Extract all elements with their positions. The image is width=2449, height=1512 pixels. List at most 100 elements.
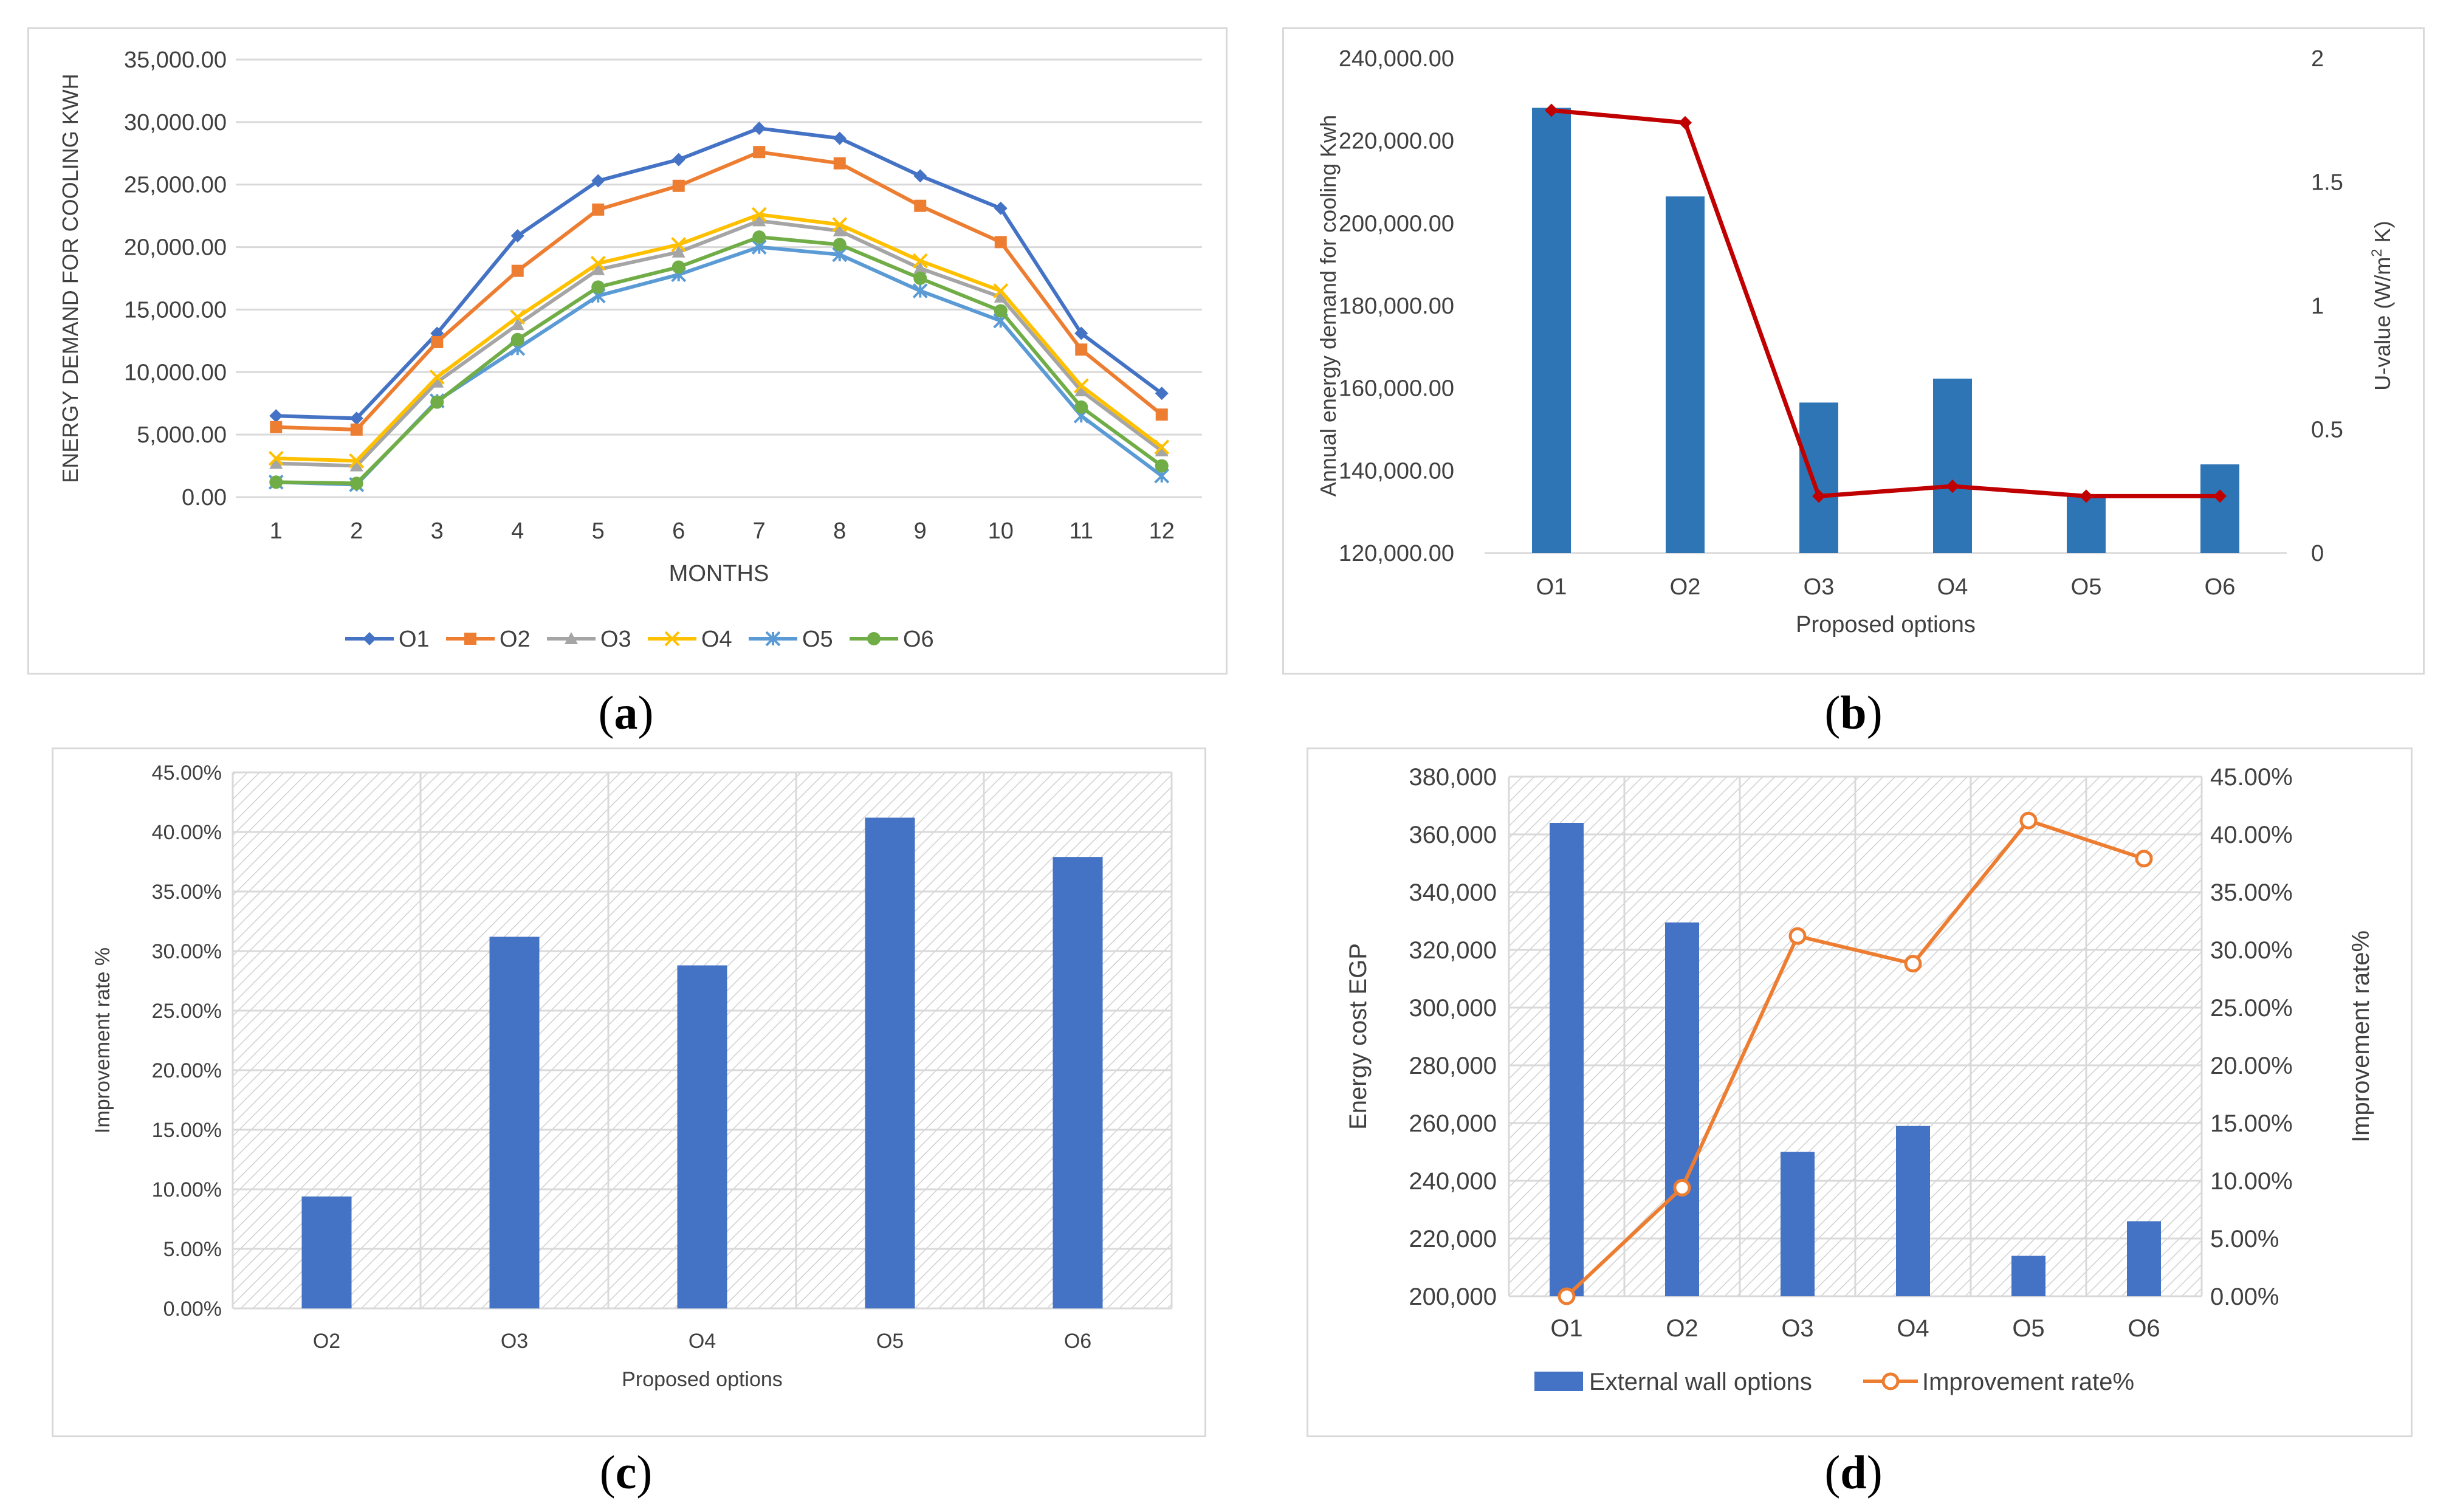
data-point (1154, 439, 1170, 455)
x-tick-label: O4 (1937, 574, 1968, 600)
data-point (430, 395, 444, 409)
legend-label: O3 (600, 627, 631, 652)
x-axis-title: Proposed options (622, 1368, 783, 1391)
data-point (431, 335, 444, 348)
u-value-point (2080, 489, 2093, 503)
u-value-line (1551, 108, 2220, 499)
y-tick-label: 10.00% (152, 1178, 222, 1201)
data-point (429, 369, 445, 385)
data-point (350, 423, 363, 436)
y-axis-title: ENERGY DEMAND FOR COOLING KWH (58, 74, 83, 483)
y-tick-label: 40.00% (152, 821, 222, 844)
x-tick-label: O1 (1536, 574, 1567, 600)
data-point (511, 264, 524, 277)
panel-c: 0.00% 5.00% 10.00% 15.00% 20.00% 25.00% 30.00%… (52, 747, 1206, 1437)
x-tick-label: 12 (1149, 518, 1175, 544)
bar-o1 (1550, 823, 1584, 1296)
panel-a: 0.00 5,000.00 10,000.00 15,000.00 20,000.00 2… (27, 27, 1228, 675)
x-tick-label: O5 (2012, 1315, 2044, 1342)
data-point (913, 272, 927, 285)
y2-tick-label: 40.00% (2210, 822, 2293, 848)
y2-axis-title: U-value (W/m2 K) (2369, 221, 2395, 390)
data-point (672, 153, 685, 167)
y-tick-label: 340,000 (1409, 879, 1497, 906)
data-point (1155, 444, 1169, 456)
data-point (912, 253, 928, 269)
y-tick-label: 45.00% (152, 761, 222, 785)
y-tick-label: 5.00% (163, 1238, 222, 1261)
legend-bar-swatch (1534, 1372, 1583, 1391)
data-point (349, 453, 365, 469)
y-tick-label: 35,000.00 (124, 47, 227, 73)
y-tick-label: 120,000.00 (1339, 541, 1454, 566)
y-tick-label: 20,000.00 (124, 235, 227, 261)
panel-d: 200,000 220,000 240,000 260,000 280,000 300,0… (1307, 747, 2413, 1437)
data-point (510, 332, 524, 346)
data-point (833, 238, 847, 252)
data-point (913, 169, 927, 183)
y-tick-label: 0.00% (163, 1297, 222, 1321)
data-point (510, 229, 524, 243)
x-tick-label: O1 (1550, 1315, 1582, 1342)
data-point (751, 207, 767, 222)
bar-o6 (2127, 1221, 2161, 1296)
x-tick-label: 8 (833, 518, 846, 544)
y-tick-label: 200,000 (1409, 1283, 1497, 1310)
data-point (752, 214, 766, 227)
legend-label: O6 (903, 627, 934, 652)
y-tick-label: 220,000.00 (1339, 129, 1454, 154)
data-point (832, 217, 848, 232)
data-point (270, 421, 283, 433)
data-point (510, 309, 526, 325)
y-tick-label: 380,000 (1409, 764, 1497, 791)
bar-o6 (1053, 857, 1103, 1308)
y2-title-main: U-value (W/m (2370, 257, 2395, 391)
x-tick-label: 7 (753, 518, 766, 544)
y2-tick-label: 30.00% (2210, 937, 2293, 964)
x-tick-label: O6 (2128, 1315, 2160, 1342)
caption-a: (a) (598, 686, 654, 739)
y-tick-label: 20.00% (152, 1059, 222, 1082)
bar-o2 (301, 1196, 352, 1308)
y-tick-label: 30,000.00 (124, 110, 227, 136)
bar-o2 (1666, 196, 1705, 553)
improvement-point (2135, 850, 2153, 868)
bar-o2 (1665, 922, 1699, 1296)
legend-marker (664, 631, 680, 647)
y2-tick-label: 1 (2311, 294, 2324, 319)
data-point (752, 122, 766, 136)
bar-o3 (1781, 1152, 1815, 1296)
x-tick-label: 5 (592, 518, 605, 544)
u-value-point (1946, 479, 1959, 493)
data-point (268, 450, 284, 466)
data-point (994, 304, 1008, 318)
bar-o4 (1896, 1125, 1930, 1296)
x-tick-label: O3 (1804, 574, 1835, 600)
y2-tick-label: 15.00% (2210, 1110, 2293, 1137)
data-point (833, 131, 847, 145)
data-point (510, 318, 524, 331)
y-tick-label: 5,000.00 (137, 422, 227, 448)
data-point (671, 237, 687, 252)
y-axis-title: Energy cost EGP (1345, 943, 1372, 1130)
series-line-o1 (276, 126, 1163, 421)
x-tick-label: 3 (431, 518, 444, 544)
series-line-o4 (276, 213, 1163, 463)
u-value-point (1812, 489, 1826, 503)
data-point (269, 409, 283, 423)
series-line-o6 (276, 235, 1163, 486)
bar-o3 (489, 936, 540, 1308)
x-axis-title: Proposed options (1796, 612, 1976, 637)
data-point (269, 475, 283, 489)
improvement-line (1565, 818, 2145, 1298)
x-axis-title: MONTHS (669, 561, 769, 586)
data-point (913, 261, 927, 274)
improvement-point (1558, 1287, 1576, 1305)
caption-c: (c) (599, 1446, 653, 1499)
y2-tick-label: 35.00% (2210, 879, 2293, 906)
data-point (349, 476, 363, 490)
legend-label: External wall options (1589, 1369, 1812, 1395)
improvement-point (2019, 811, 2038, 830)
data-point (994, 236, 1007, 249)
chart-d: 200,000 220,000 240,000 260,000 280,000 300,0… (1345, 764, 2374, 1395)
